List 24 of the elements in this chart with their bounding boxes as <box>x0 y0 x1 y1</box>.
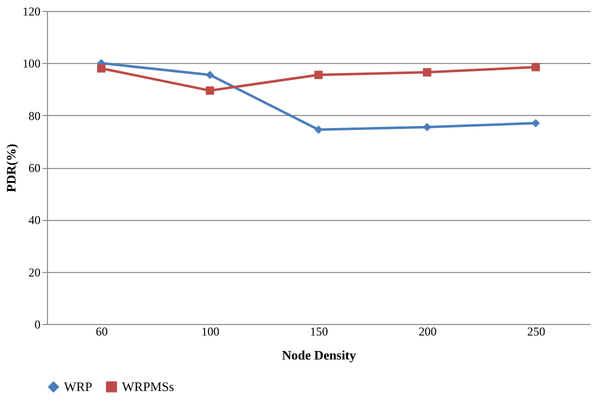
point <box>314 70 323 80</box>
y-tick-label: 60 <box>28 161 40 175</box>
x-tick-label: 150 <box>310 324 328 338</box>
x-tick-label: 100 <box>201 324 220 338</box>
y-tick-label: 80 <box>28 108 40 123</box>
point <box>532 118 540 128</box>
point <box>314 125 323 134</box>
y-tick-label: 20 <box>28 265 40 280</box>
point <box>206 70 214 80</box>
legend-label: WRP <box>64 378 92 394</box>
x-tick-label: 200 <box>418 324 437 338</box>
y-tick-label: 100 <box>22 56 40 71</box>
point <box>97 64 106 73</box>
y-tick-label: 40 <box>28 213 40 228</box>
y-tick-label: 120 <box>22 4 40 18</box>
point <box>532 62 540 72</box>
x-axis-title: Node Density <box>282 348 357 362</box>
legend-label: WRPMSs <box>122 378 174 394</box>
x-tick-label: 250 <box>527 324 546 338</box>
point <box>206 86 214 95</box>
point <box>422 68 432 76</box>
x-tick-label: 60 <box>96 324 108 338</box>
y-tick-label: 0 <box>34 318 40 332</box>
y-axis-title: PDR(%) <box>4 144 18 192</box>
